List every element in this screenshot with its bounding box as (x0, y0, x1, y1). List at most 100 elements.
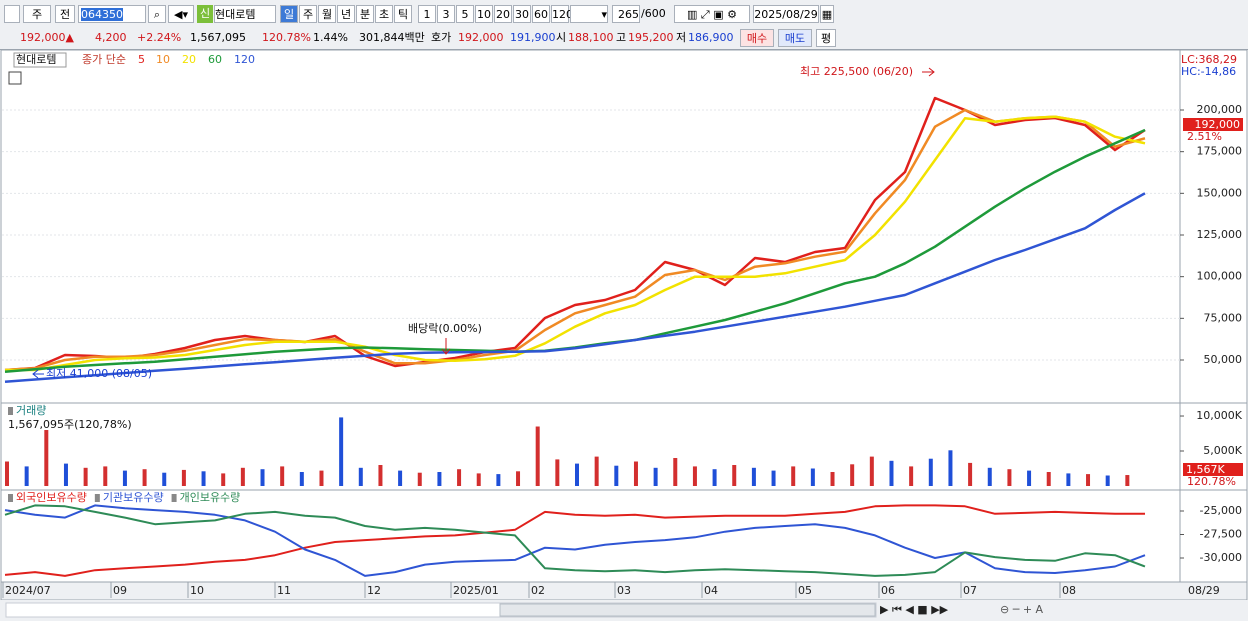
count-input[interactable]: 265 (612, 5, 640, 23)
annotation: 최고 225,500 (06/20) (800, 65, 913, 78)
volume-bar (928, 458, 933, 486)
volume-bar (535, 426, 540, 486)
period-button[interactable]: 분 (356, 5, 374, 23)
annotation-arrow (441, 338, 451, 355)
date-label: 10 (190, 584, 204, 597)
volume-bar (1027, 470, 1032, 486)
current-pct: 2.51% (1187, 130, 1222, 143)
code-input[interactable]: 064350 (78, 5, 146, 23)
interval-button[interactable]: 30 (513, 5, 531, 23)
volume-bar (260, 469, 265, 486)
interval-button[interactable]: 10 (475, 5, 493, 23)
volume-bar (987, 467, 992, 486)
volume-bar (948, 450, 953, 486)
interval-button[interactable]: 20 (494, 5, 512, 23)
period-button[interactable]: 초 (375, 5, 393, 23)
volume-bar (83, 467, 88, 486)
legend-entry: 10 (156, 53, 170, 66)
period-button[interactable]: 틱 (394, 5, 412, 23)
dropdown[interactable]: ▾ (570, 5, 608, 23)
low: 186,900 (688, 31, 734, 44)
current-label: 192,000 (1195, 118, 1241, 131)
interval-button[interactable]: 1 (418, 5, 436, 23)
annotation: 최저 41,000 (08/05) (46, 367, 152, 380)
date-label: 11 (277, 584, 291, 597)
tool-icons[interactable]: ▥ ⤢ ▣ ⚙ (674, 5, 750, 23)
volume-bar (791, 466, 796, 486)
date-label: 2024/07 (5, 584, 51, 597)
y-tick-label: 175,000 (1197, 145, 1243, 158)
period-button[interactable]: 주 (299, 5, 317, 23)
volume-bar (1125, 475, 1130, 486)
sell-button[interactable]: 매도 (778, 29, 812, 47)
legend-entry: 60 (208, 53, 222, 66)
legend-icon (171, 494, 177, 502)
volume-bar (44, 430, 49, 486)
volume-bar (5, 461, 9, 486)
high-label: 고 (616, 31, 627, 44)
change: 4,200 (95, 31, 127, 44)
volume-bar (594, 456, 599, 486)
volume-bar (575, 463, 579, 486)
open: 188,100 (568, 31, 614, 44)
interval-button[interactable]: 60 (532, 5, 550, 23)
calendar-button[interactable]: ▦ (820, 5, 834, 23)
volume-bar (378, 465, 383, 486)
y-tick-label: 75,000 (1204, 311, 1243, 324)
y-tick-label: 50,000 (1204, 353, 1243, 366)
right-label: HC:-14,86 (1181, 65, 1236, 78)
volume-bar (201, 471, 206, 486)
date-label: 03 (617, 584, 631, 597)
nav-buttons: ▶ ⏮ ◀ ■ ▶▶ (880, 603, 949, 616)
volume-bar (437, 472, 442, 486)
search-button[interactable]: ⌕ (148, 5, 166, 23)
legend-icon (94, 494, 100, 502)
max-count: /600 (641, 7, 666, 20)
volume-bar (339, 417, 344, 486)
volume-bar (869, 456, 874, 486)
volume-bar (614, 465, 619, 486)
date-input[interactable]: 2025/08/29 (753, 5, 819, 23)
interval-button[interactable]: 3 (437, 5, 455, 23)
volume-bar (830, 472, 835, 486)
series-line (4, 504, 1145, 577)
avg-button[interactable]: 평 (816, 29, 836, 47)
series-line (4, 504, 1146, 577)
volume-bar (122, 470, 127, 486)
date-label: 06 (881, 584, 895, 597)
current-box (1183, 118, 1243, 131)
y-tick-label: 100,000 (1197, 270, 1243, 283)
y-tick-label: 125,000 (1197, 228, 1243, 241)
scroll-thumb[interactable] (499, 603, 876, 617)
right-label: LC:368,29 (1181, 53, 1237, 66)
annotation-arrow (32, 369, 44, 379)
interval-button[interactable]: 5 (456, 5, 474, 23)
period-button[interactable]: 월 (318, 5, 336, 23)
volume-bar (633, 461, 638, 486)
chart-title: 현대로템 (16, 53, 56, 66)
buy-button[interactable]: 매수 (740, 29, 774, 47)
prev-button[interactable]: 전 (55, 5, 75, 23)
legend-entry: 외국인보유수량 (16, 491, 87, 504)
code-text: 064350 (81, 8, 123, 21)
volume-bar (358, 467, 363, 486)
chart-title: 거래량 (16, 404, 46, 417)
interval-button[interactable]: 120 (551, 5, 573, 23)
volume: 1,567,095 (190, 31, 246, 44)
volume-bar (810, 468, 815, 486)
type-select[interactable]: 주 (23, 5, 51, 23)
amount: 301,844백만 (359, 31, 425, 44)
price-panel (0, 49, 1248, 404)
volume-bar (398, 470, 403, 486)
volume-bar (162, 472, 167, 486)
period-button[interactable]: 년 (337, 5, 355, 23)
legend-icon (8, 494, 13, 502)
menu-button[interactable] (4, 5, 20, 23)
series-line (5, 115, 1146, 372)
period-button[interactable]: 일 (280, 5, 298, 23)
sound-button[interactable]: ◀▾ (168, 5, 194, 23)
date-label: 12 (367, 584, 381, 597)
volume-bar (496, 474, 501, 486)
volume-bar (1066, 473, 1071, 486)
